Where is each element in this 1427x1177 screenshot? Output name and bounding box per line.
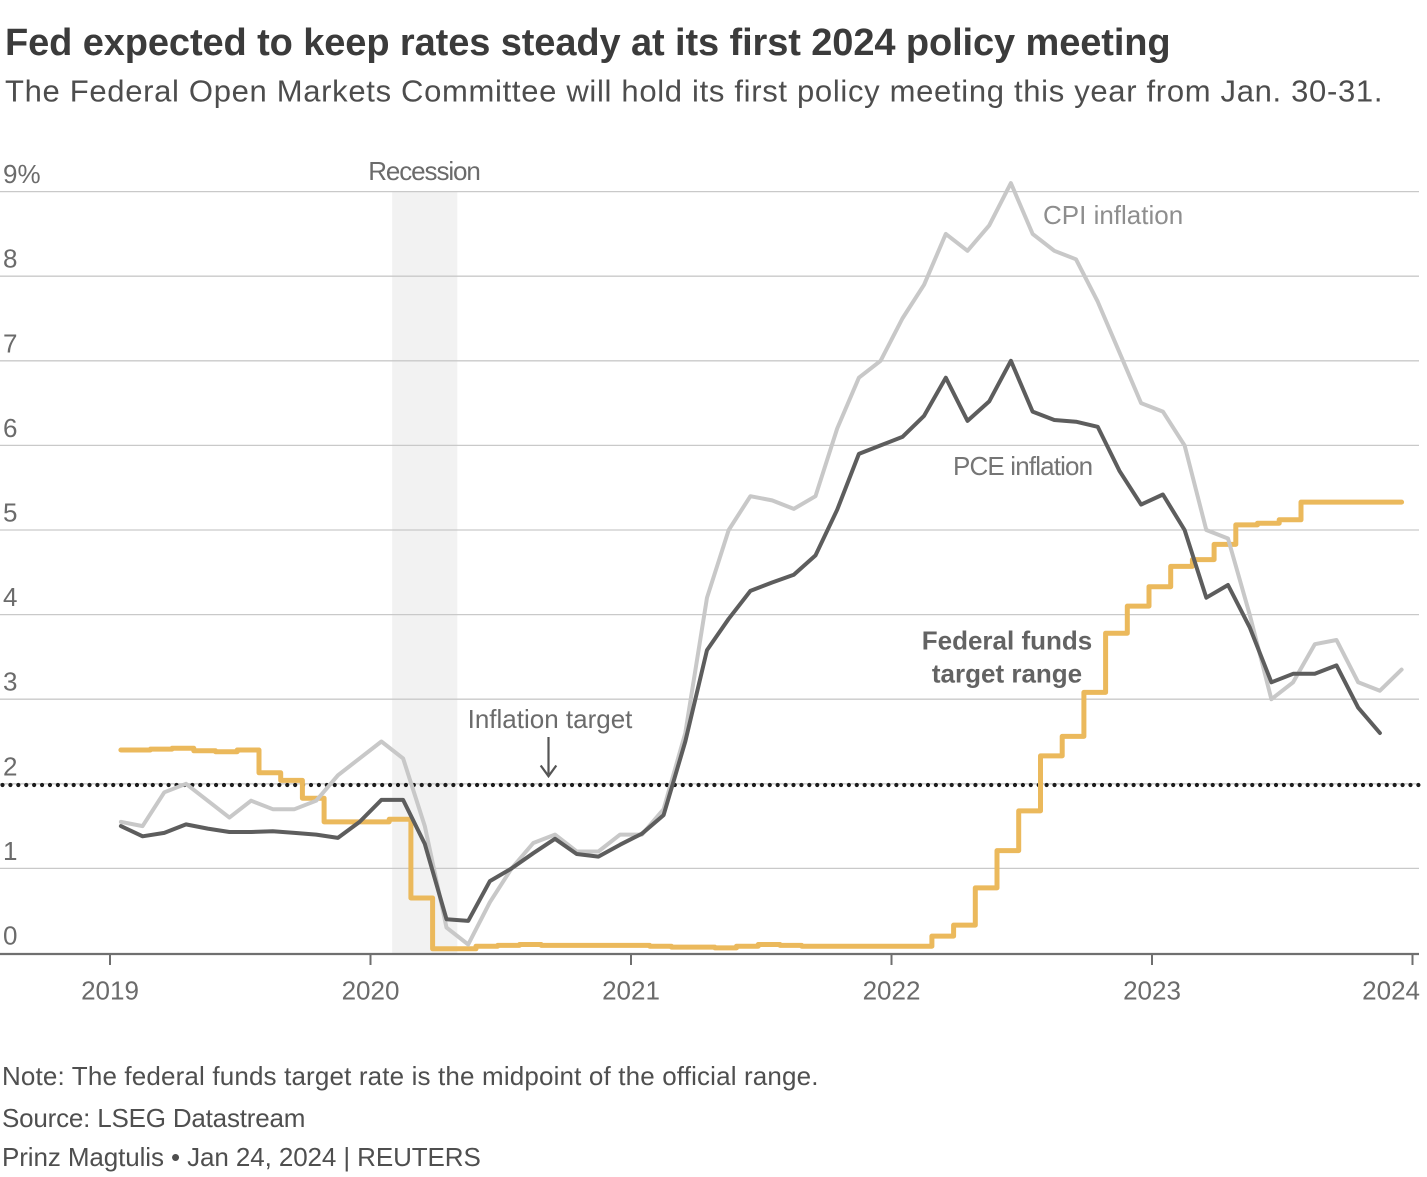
svg-text:2: 2 [3,751,17,781]
svg-text:Prinz Magtulis • Jan 24, 2024: Prinz Magtulis • Jan 24, 2024 | REUTERS [2,1142,481,1172]
svg-text:2023: 2023 [1123,976,1181,1006]
svg-text:6: 6 [3,413,17,443]
svg-text:Note: The federal funds target: Note: The federal funds target rate is t… [2,1061,819,1091]
svg-text:Fed expected to keep rates ste: Fed expected to keep rates steady at its… [5,22,1171,64]
svg-text:3: 3 [3,667,17,697]
svg-text:0: 0 [3,921,17,951]
svg-text:2024: 2024 [1362,976,1420,1006]
svg-text:1: 1 [3,836,17,866]
svg-text:2020: 2020 [342,976,400,1006]
svg-text:2019: 2019 [81,976,139,1006]
svg-text:9%: 9% [3,159,41,189]
svg-text:2021: 2021 [602,976,660,1006]
svg-text:PCE inflation: PCE inflation [953,451,1092,481]
svg-text:Source: LSEG Datastream: Source: LSEG Datastream [2,1103,305,1133]
svg-text:5: 5 [3,498,17,528]
svg-text:target range: target range [932,659,1082,689]
svg-text:Inflation target: Inflation target [468,704,634,734]
svg-text:Federal funds: Federal funds [922,626,1092,656]
svg-text:2022: 2022 [863,976,921,1006]
svg-text:7: 7 [3,328,17,358]
svg-text:4: 4 [3,582,17,612]
svg-text:CPI inflation: CPI inflation [1043,200,1183,230]
svg-text:8: 8 [3,244,17,274]
svg-text:Recession: Recession [368,156,480,186]
svg-text:The Federal Open Markets Commi: The Federal Open Markets Committee will … [5,74,1383,109]
